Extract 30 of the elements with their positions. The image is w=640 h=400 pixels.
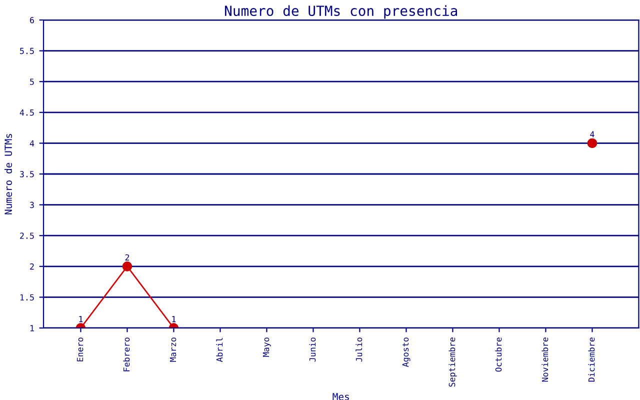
x-tick-label: Mayo <box>262 338 271 357</box>
data-label: 4 <box>590 131 594 138</box>
x-tick-label: Abril <box>216 338 223 362</box>
y-tick-label: 5 <box>30 78 34 85</box>
x-tick-label: Enero <box>76 338 84 362</box>
x-tick-label: Junio <box>309 338 316 362</box>
x-tick-label: Julio <box>356 338 362 362</box>
x-tick-label: Marzo <box>170 338 176 362</box>
y-axis-title: Numero de UTMs <box>4 134 12 214</box>
y-tick-label: 4.5 <box>20 110 34 116</box>
x-tick-label: Diciembre <box>588 338 595 382</box>
chart-title: Numero de UTMs con presencia <box>225 5 458 19</box>
x-tick-label: Septiembre <box>448 338 457 387</box>
x-axis-title: Mes <box>332 393 349 400</box>
y-tick-label: 2.5 <box>20 232 34 239</box>
y-tick-label: 2 <box>30 263 34 270</box>
y-tick-label: 4 <box>30 140 34 146</box>
x-tick-label: Octubre <box>495 338 502 372</box>
y-tick-label: 6 <box>30 17 34 24</box>
y-tick-label: 3.5 <box>20 171 34 178</box>
y-tick-label: 1.5 <box>20 294 34 301</box>
y-tick-label: 3 <box>30 202 34 208</box>
data-label: 2 <box>125 254 130 260</box>
x-tick-label: Agosto <box>402 338 410 367</box>
data-label: 1 <box>172 316 176 322</box>
x-tick-label: Febrero <box>123 338 130 372</box>
y-tick-label: 5.5 <box>20 48 34 54</box>
data-label: 1 <box>79 316 83 322</box>
y-tick-label: 1 <box>30 325 34 332</box>
x-tick-label: Noviembre <box>542 338 548 382</box>
